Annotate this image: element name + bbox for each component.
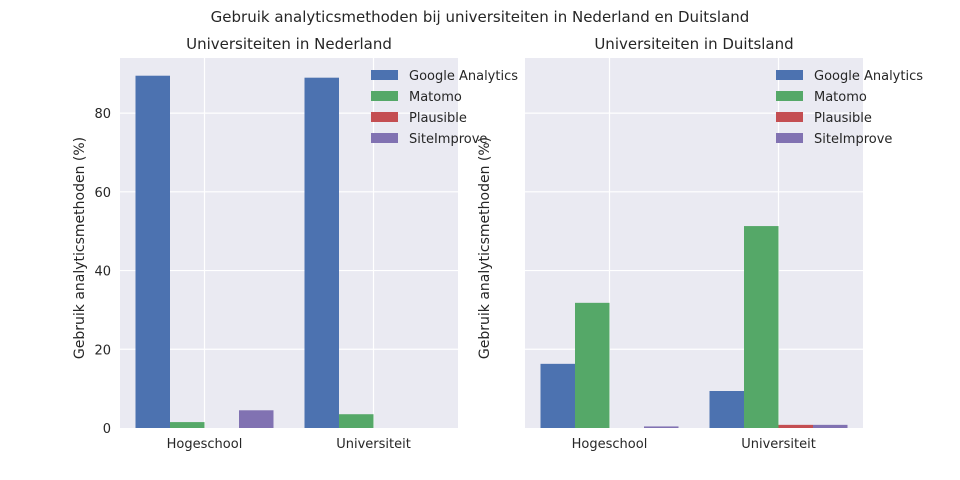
- y-axis-label: Gebruik analyticsmethoden (%): [72, 137, 88, 359]
- legend: Google Analytics Matomo Plausible SiteImpro…: [776, 69, 923, 147]
- legend-swatch-google-analytics: [776, 70, 803, 80]
- y-tick-label: 40: [94, 265, 111, 280]
- legend-label-siteimprove: SiteImprove: [814, 132, 892, 147]
- legend-label-matomo: Matomo: [409, 90, 462, 105]
- x-tick-label-hogeschool: Hogeschool: [572, 437, 648, 452]
- figure-title: Gebruik analyticsmethoden bij universite…: [211, 8, 750, 26]
- bar-google-analytics-hogeschool: [135, 75, 170, 428]
- legend-swatch-siteimprove: [776, 133, 803, 143]
- legend-label-google-analytics: Google Analytics: [814, 69, 923, 84]
- chart-title: Universiteiten in Nederland: [186, 35, 392, 53]
- x-tick-label-hogeschool: Hogeschool: [167, 437, 243, 452]
- x-tick-label-universiteit: Universiteit: [336, 437, 411, 452]
- plot-area: [120, 58, 458, 428]
- bar-plausible-universiteit: [778, 424, 813, 428]
- bar-matomo-hogeschool: [575, 302, 610, 428]
- y-tick-label: 60: [94, 186, 111, 201]
- chart-panel-nederland: Universiteiten in Nederland Gebruik analy…: [72, 35, 518, 452]
- chart-title: Universiteiten in Duitsland: [594, 35, 793, 53]
- legend-swatch-plausible: [371, 112, 398, 122]
- y-tick-label: 80: [94, 107, 111, 122]
- legend-swatch-google-analytics: [371, 70, 398, 80]
- bar-google-analytics-universiteit: [709, 391, 744, 428]
- y-axis-label: Gebruik analyticsmethoden (%): [477, 137, 493, 359]
- bar-matomo-hogeschool: [170, 422, 205, 428]
- x-tick-label-universiteit: Universiteit: [741, 437, 816, 452]
- bar-matomo-universiteit: [744, 226, 779, 428]
- legend-swatch-matomo: [776, 91, 803, 101]
- y-tick-label: 0: [103, 422, 111, 437]
- legend: Google Analytics Matomo Plausible SiteImpro…: [371, 69, 518, 147]
- chart-panel-duitsland: Universiteiten in Duitsland Gebruik analy…: [477, 35, 923, 452]
- y-tick-label: 20: [94, 343, 111, 358]
- bar-siteimprove-hogeschool: [239, 410, 274, 428]
- legend-label-siteimprove: SiteImprove: [409, 132, 487, 147]
- bar-google-analytics-universiteit: [304, 77, 339, 429]
- legend-swatch-matomo: [371, 91, 398, 101]
- legend-label-google-analytics: Google Analytics: [409, 69, 518, 84]
- bar-siteimprove-universiteit: [813, 424, 848, 428]
- legend-label-plausible: Plausible: [814, 111, 872, 126]
- legend-swatch-plausible: [776, 112, 803, 122]
- bar-matomo-universiteit: [339, 414, 374, 428]
- legend-label-matomo: Matomo: [814, 90, 867, 105]
- legend-swatch-siteimprove: [371, 133, 398, 143]
- legend-label-plausible: Plausible: [409, 111, 467, 126]
- bar-google-analytics-hogeschool: [540, 363, 575, 428]
- bar-siteimprove-hogeschool: [644, 426, 679, 428]
